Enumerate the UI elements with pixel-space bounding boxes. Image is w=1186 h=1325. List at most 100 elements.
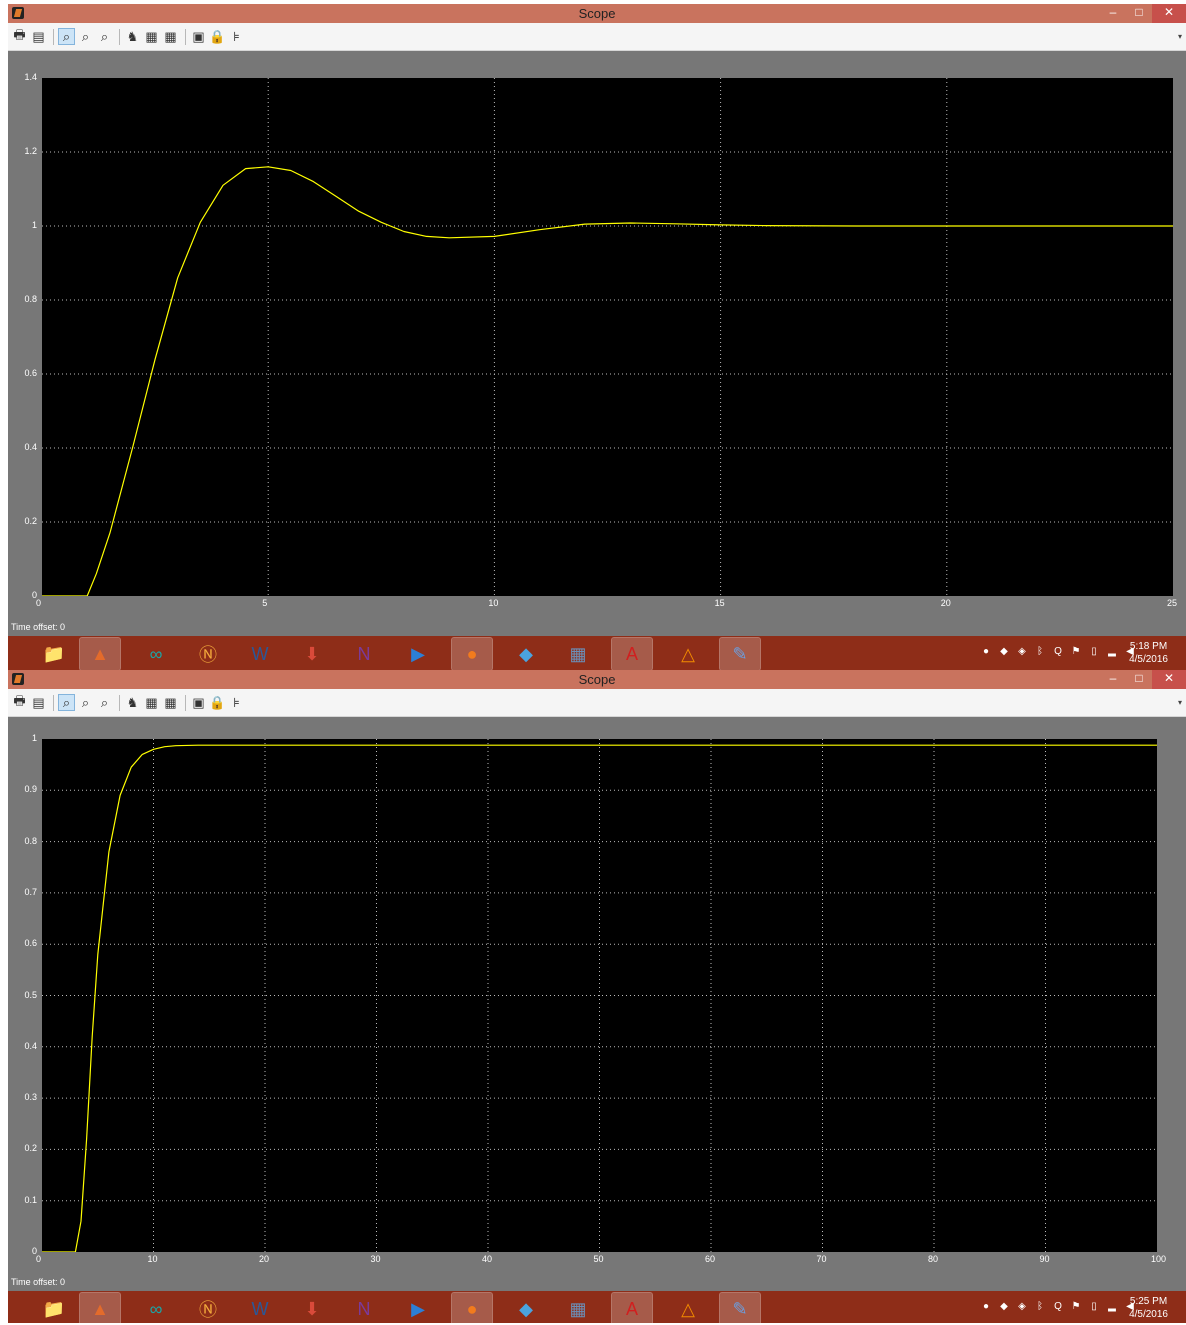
zoom-icon[interactable]: ⌕ <box>58 694 75 711</box>
q-icon[interactable]: Q <box>1054 1301 1062 1312</box>
title-bar[interactable]: Scope – □ ✕ <box>8 4 1186 23</box>
taskbar-2: 📁 ▲ ∞ Ⓝ W ⬇ N ▶ ● ◆ ▦ A △ ✎ ● ◆ ◈ ᛒ Q ⚑ ▯ ▂ ◀ 5:25 PM 4/5/201… <box>8 1291 1186 1325</box>
vlc-icon[interactable]: △ <box>681 1298 695 1319</box>
toolbar-overflow-icon[interactable]: ▾ <box>1177 32 1182 41</box>
lock-icon[interactable]: 🔒 <box>209 694 226 710</box>
toolbar-divider <box>53 694 54 711</box>
downloader-icon[interactable]: ⬇ <box>304 1298 320 1319</box>
bluetooth-icon[interactable]: ᛒ <box>1037 646 1043 657</box>
zoom-icon[interactable]: ⌕ <box>58 28 75 45</box>
flag-icon[interactable]: ⚑ <box>1071 1301 1081 1312</box>
system-tray: ● ◆ ◈ ᛒ Q ⚑ ▯ ▂ ◀ <box>980 1301 1136 1312</box>
battery-icon[interactable]: ▯ <box>1091 1301 1097 1312</box>
zoom-x-icon[interactable]: ⌕ <box>81 694 90 710</box>
print-icon[interactable]: 🖶 <box>13 692 26 708</box>
netbeans-icon[interactable]: Ⓝ <box>199 645 217 665</box>
lock-icon[interactable]: 🔒 <box>209 28 226 44</box>
params-icon[interactable]: ▤ <box>32 694 45 710</box>
y-tick-label: 1.4 <box>24 72 37 82</box>
firefox-icon[interactable]: ● <box>451 1292 493 1325</box>
chrome-app-icon[interactable]: ◆ <box>519 1298 533 1319</box>
zoom-x-icon[interactable]: ⌕ <box>81 28 90 44</box>
y-tick-label: 1 <box>31 220 37 230</box>
print-icon[interactable]: 🖶 <box>13 26 26 42</box>
scope-display[interactable]: 0 5 10 15 20 25 0 0.2 0.4 0.6 0.8 1 1.2 1.4 Time offs… <box>8 51 1186 636</box>
media-icon[interactable]: ▶ <box>411 1298 425 1319</box>
q-icon[interactable]: Q <box>1054 646 1062 657</box>
clock[interactable]: 5:25 PM 4/5/2016 <box>1129 1295 1168 1321</box>
file-explorer-icon[interactable]: 📁 <box>42 1298 66 1319</box>
paint-icon[interactable]: ✎ <box>719 637 761 671</box>
sync-icon[interactable]: ◈ <box>1018 646 1026 657</box>
signal-selection-icon[interactable]: ⊧ <box>233 694 240 710</box>
file-explorer-icon[interactable]: 📁 <box>42 643 66 664</box>
volume-icon[interactable]: ◀ <box>1126 1301 1134 1312</box>
x-tick-label: 15 <box>714 598 725 608</box>
autoscale-icon[interactable]: ♞ <box>126 694 139 710</box>
floating-scope-icon[interactable]: ▣ <box>192 694 205 710</box>
media-icon[interactable]: ▶ <box>411 643 425 664</box>
acrobat-icon[interactable]: A <box>611 637 653 671</box>
shield-icon[interactable]: ◆ <box>1000 1301 1008 1312</box>
bluetooth-icon[interactable]: ᛒ <box>1037 1301 1043 1312</box>
netbeans-icon[interactable]: Ⓝ <box>199 1300 217 1320</box>
signal-line <box>42 166 1173 596</box>
zoom-y-icon[interactable]: ⌕ <box>100 28 109 44</box>
x-tick-label: 50 <box>593 1254 604 1264</box>
battery-icon[interactable]: ▯ <box>1091 646 1097 657</box>
minimize-button[interactable]: – <box>1109 671 1117 685</box>
chrome-app-icon[interactable]: ◆ <box>519 643 533 664</box>
restore-axes-icon[interactable]: ▦ <box>164 694 177 710</box>
y-tick-label: 0.9 <box>24 784 37 795</box>
signal-icon[interactable]: ▂ <box>1108 646 1116 657</box>
volume-icon[interactable]: ◀ <box>1126 646 1134 657</box>
y-tick-label: 0.2 <box>24 1143 37 1154</box>
onenote-icon[interactable]: N <box>357 643 371 664</box>
zoom-y-icon[interactable]: ⌕ <box>100 694 109 710</box>
restore-axes-icon[interactable]: ▦ <box>164 28 177 44</box>
close-button[interactable]: ✕ <box>1152 4 1186 23</box>
title-bar[interactable]: Scope – □ ✕ <box>8 670 1186 689</box>
signal-selection-icon[interactable]: ⊧ <box>233 28 240 44</box>
matlab-icon[interactable]: ▲ <box>79 1292 121 1325</box>
time-offset: Time offset: 0 <box>11 1277 65 1287</box>
word-icon[interactable]: W <box>251 1298 269 1319</box>
matlab-icon[interactable]: ▲ <box>79 637 121 671</box>
axes-area[interactable] <box>42 78 1173 596</box>
paint-icon[interactable]: ✎ <box>719 1292 761 1325</box>
y-tick-label: 0.7 <box>24 886 37 897</box>
arduino-icon[interactable]: ∞ <box>149 643 163 664</box>
calculator-icon[interactable]: ▦ <box>569 643 587 664</box>
shield-icon[interactable]: ◆ <box>1000 646 1008 657</box>
y-tick-label: 0.4 <box>24 1040 37 1051</box>
save-axes-icon[interactable]: ▦ <box>145 28 158 44</box>
acrobat-icon[interactable]: A <box>611 1292 653 1325</box>
norton-icon[interactable]: ● <box>982 646 990 657</box>
maximize-button[interactable]: □ <box>1135 5 1143 19</box>
axes-area[interactable] <box>42 739 1157 1252</box>
firefox-icon[interactable]: ● <box>451 637 493 671</box>
save-axes-icon[interactable]: ▦ <box>145 694 158 710</box>
toolbar-overflow-icon[interactable]: ▾ <box>1177 698 1182 707</box>
vlc-icon[interactable]: △ <box>681 643 695 664</box>
matlab-icon <box>12 673 24 685</box>
clock[interactable]: 5:18 PM 4/5/2016 <box>1129 640 1168 666</box>
floating-scope-icon[interactable]: ▣ <box>192 28 205 44</box>
calculator-icon[interactable]: ▦ <box>569 1298 587 1319</box>
flag-icon[interactable]: ⚑ <box>1071 646 1081 657</box>
signal-icon[interactable]: ▂ <box>1108 1301 1116 1312</box>
onenote-icon[interactable]: N <box>357 1298 371 1319</box>
word-icon[interactable]: W <box>251 643 269 664</box>
scope-display[interactable]: 0 10 20 30 40 50 60 70 80 90 100 0 0.1 0.2 0.3 0.4 0.5 0.… <box>8 717 1186 1291</box>
y-tick-label: 0 <box>31 590 37 600</box>
minimize-button[interactable]: – <box>1109 5 1117 19</box>
close-button[interactable]: ✕ <box>1152 670 1186 689</box>
arduino-icon[interactable]: ∞ <box>149 1298 163 1319</box>
autoscale-icon[interactable]: ♞ <box>126 28 139 44</box>
clock-time: 5:18 PM <box>1129 641 1168 652</box>
maximize-button[interactable]: □ <box>1135 671 1143 685</box>
downloader-icon[interactable]: ⬇ <box>304 643 320 664</box>
params-icon[interactable]: ▤ <box>32 28 45 44</box>
sync-icon[interactable]: ◈ <box>1018 1301 1026 1312</box>
norton-icon[interactable]: ● <box>982 1301 990 1312</box>
